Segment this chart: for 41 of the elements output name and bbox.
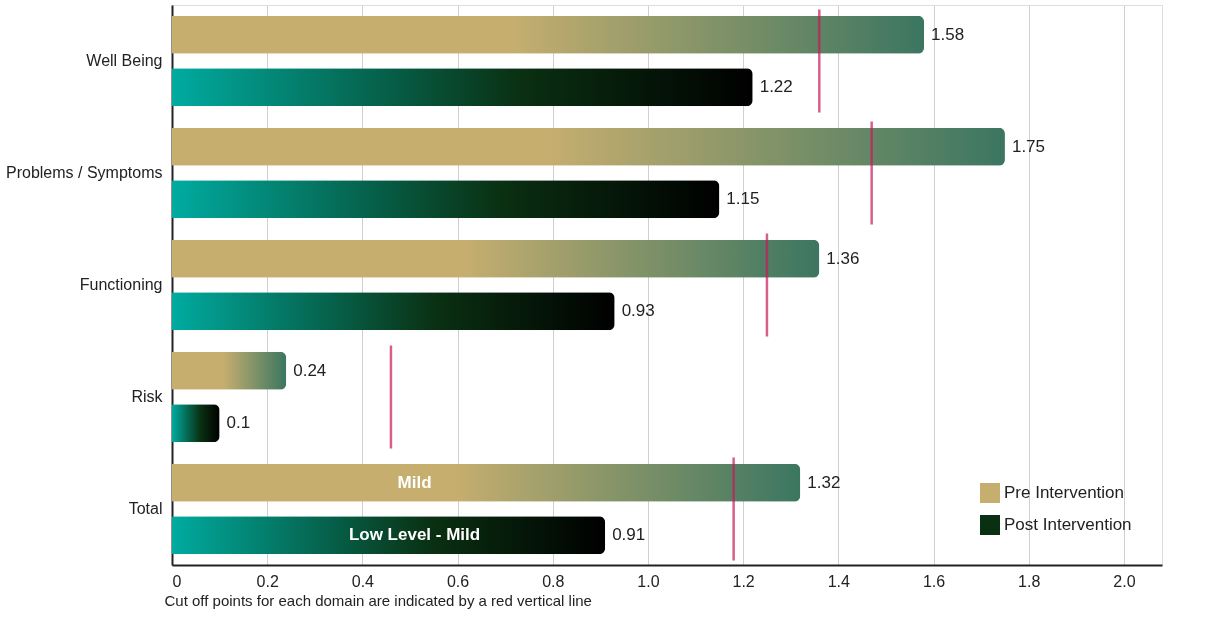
data-label: 1.58 <box>931 24 965 44</box>
y-tick-label: Well Being <box>86 52 163 69</box>
data-label: 0.91 <box>612 525 646 545</box>
y-tick-label: Risk <box>131 388 164 405</box>
bar <box>172 516 606 555</box>
data-label: 0.24 <box>293 360 327 380</box>
data-label: 1.32 <box>807 472 841 492</box>
bar <box>172 180 720 219</box>
annotation: Mild <box>397 472 432 492</box>
x-tick-label: 0.8 <box>542 572 565 590</box>
text: Cut off points for each domain are indicated by a red vertical line <box>164 591 592 609</box>
legend-label: Post Intervention <box>1004 515 1132 534</box>
y-tick-label: Problems / Symptoms <box>6 164 163 181</box>
bar <box>172 463 801 502</box>
bar <box>172 239 820 278</box>
data-label: 1.75 <box>1011 136 1046 156</box>
x-tick-label: 1.0 <box>637 572 660 590</box>
data-label: 0.93 <box>621 301 655 321</box>
x-tick-label: 1.8 <box>1018 572 1041 590</box>
x-tick-label: 1.6 <box>922 572 946 590</box>
data-label: 1.15 <box>726 189 760 209</box>
data-label: 1.22 <box>759 77 793 97</box>
x-tick-label: 2.0 <box>1113 572 1136 590</box>
bar <box>172 15 925 54</box>
bar <box>172 292 615 331</box>
legend-label: Pre Intervention <box>1004 483 1125 502</box>
data-label: 0.1 <box>226 413 251 433</box>
bar <box>172 404 220 443</box>
bar <box>172 127 1005 166</box>
x-tick-label: 1.4 <box>827 572 851 590</box>
annotation: Low Level - Mild <box>348 525 481 545</box>
x-tick-label: 0.2 <box>256 572 279 590</box>
bar <box>172 351 287 390</box>
bar <box>172 68 753 107</box>
x-tick-label: 0 <box>172 572 182 590</box>
data-label: 1.36 <box>826 248 860 268</box>
y-tick-label: Functioning <box>79 276 163 293</box>
x-tick-label: 1.2 <box>732 572 755 590</box>
y-tick-label: Total <box>128 500 163 517</box>
x-tick-label: 0.4 <box>351 572 375 590</box>
x-tick-label: 0.6 <box>446 572 470 590</box>
